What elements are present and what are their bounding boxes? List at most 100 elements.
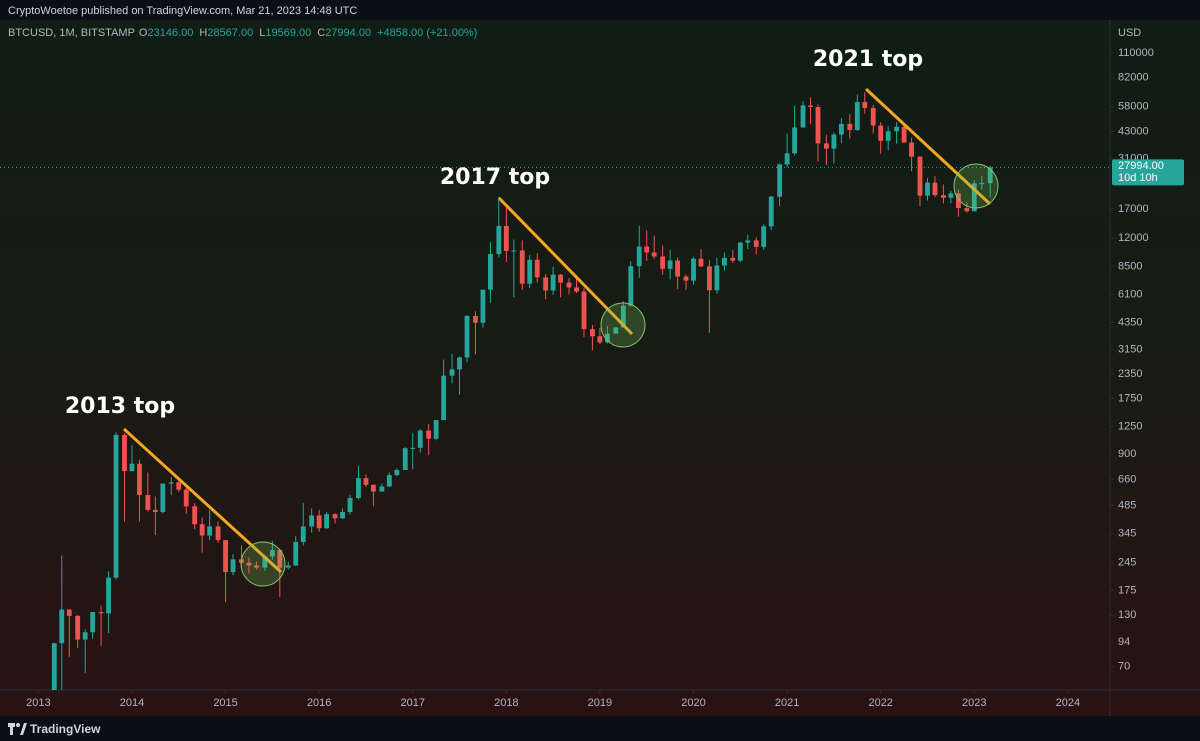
candle-body xyxy=(660,256,666,269)
candle-body xyxy=(714,265,720,291)
candle-body xyxy=(246,562,252,566)
candle-body xyxy=(558,274,564,283)
candle-body xyxy=(332,514,338,519)
candle-body xyxy=(51,643,57,690)
candle-body xyxy=(987,167,993,184)
candle-body xyxy=(940,195,946,198)
x-tick-label: 2020 xyxy=(681,697,705,709)
candle-body xyxy=(183,489,189,507)
x-tick-label: 2017 xyxy=(400,697,424,709)
candle-body xyxy=(878,125,884,141)
y-tick-label: 3150 xyxy=(1118,343,1142,355)
y-tick-label: 43000 xyxy=(1118,125,1149,137)
candle-body xyxy=(979,183,985,185)
candle-body xyxy=(777,164,783,197)
legend-change: +4858.00 (+21.00%) xyxy=(377,27,477,39)
candle-body xyxy=(394,469,400,476)
candle-body xyxy=(168,482,174,484)
candle-body xyxy=(683,276,689,281)
candle-body xyxy=(122,434,127,472)
candle-body xyxy=(113,434,119,578)
candle-body xyxy=(386,475,392,487)
candle-body xyxy=(457,357,462,370)
candle-body xyxy=(768,196,774,227)
trend-line xyxy=(497,196,634,336)
y-tick-label: 2350 xyxy=(1118,368,1142,380)
candle-body xyxy=(885,131,891,141)
legend-value: 19569.00 xyxy=(265,27,311,39)
candle-body xyxy=(285,565,291,568)
candle-body xyxy=(808,105,813,107)
candle-body xyxy=(90,612,96,633)
candle-body xyxy=(496,225,502,254)
y-tick-label: 245 xyxy=(1118,556,1136,568)
candle-body xyxy=(192,506,198,525)
candle-body xyxy=(644,246,650,253)
candle-body xyxy=(597,336,603,343)
last-price-box xyxy=(1112,159,1184,186)
candle-body xyxy=(550,274,556,291)
y-tick-label: 175 xyxy=(1118,584,1136,596)
candle-body xyxy=(300,526,306,542)
legend-key: L xyxy=(259,27,265,39)
candle-body xyxy=(66,609,72,616)
candle-body xyxy=(316,515,322,529)
y-tick-label: 17000 xyxy=(1118,203,1149,215)
y-tick-label: 94 xyxy=(1118,636,1130,648)
currency: USD xyxy=(1118,27,1141,39)
legend-symbol: BTCUSD, 1M, BITSTAMP xyxy=(8,27,135,39)
candle-body xyxy=(230,559,236,573)
candle-body xyxy=(215,526,221,541)
candle-body xyxy=(574,287,579,292)
trend-line xyxy=(122,427,283,574)
y-tick-label: 900 xyxy=(1118,448,1136,460)
y-tick-label: 58000 xyxy=(1118,101,1149,113)
legend-key: O xyxy=(139,27,148,39)
candle-body xyxy=(691,258,696,281)
x-tick-label: 2024 xyxy=(1056,697,1080,709)
candle-body xyxy=(293,541,299,566)
candle-body xyxy=(870,108,876,126)
y-tick-label: 130 xyxy=(1118,609,1136,621)
candle-body xyxy=(581,291,587,330)
candle-body xyxy=(854,101,860,130)
candle-body xyxy=(823,143,829,149)
x-tick-label: 2018 xyxy=(494,697,518,709)
x-tick-label: 2014 xyxy=(120,697,144,709)
annotation: 2017 top xyxy=(440,165,550,190)
candle-body xyxy=(340,512,345,519)
candle-body xyxy=(815,106,821,144)
candle-body xyxy=(628,266,634,306)
candle-body xyxy=(831,134,837,149)
candle-body xyxy=(309,515,315,527)
y-tick-label: 110000 xyxy=(1118,47,1154,59)
candle-body xyxy=(948,193,954,198)
candle-body xyxy=(363,478,369,485)
top-bar xyxy=(0,0,1200,20)
drawings: 2013 top 2017 top 2021 top xyxy=(65,47,999,587)
y-tick-label: 4350 xyxy=(1118,316,1142,328)
candle-body xyxy=(145,494,151,510)
candle-body xyxy=(82,632,88,640)
candle-body xyxy=(784,153,790,165)
y-tick-label: 82000 xyxy=(1118,72,1149,84)
candle-body xyxy=(636,246,642,267)
candle-body xyxy=(566,282,572,288)
candle-body xyxy=(909,142,915,157)
legend-value: 27994.00 xyxy=(325,27,371,39)
candle-body xyxy=(254,565,259,568)
candle-body xyxy=(917,156,923,196)
candle-body xyxy=(137,463,142,495)
candle-body xyxy=(160,483,166,513)
candle-body xyxy=(464,315,470,358)
y-tick-label: 6100 xyxy=(1118,288,1142,300)
candle-body xyxy=(176,482,182,490)
candle-body xyxy=(269,550,275,557)
x-tick-label: 2021 xyxy=(775,697,799,709)
candle-body xyxy=(417,430,423,448)
candle-body xyxy=(277,550,283,568)
footer-brand: TradingView xyxy=(30,722,101,736)
candle-body xyxy=(152,509,158,513)
breakout-circle xyxy=(953,163,999,209)
candle-body xyxy=(426,430,432,439)
